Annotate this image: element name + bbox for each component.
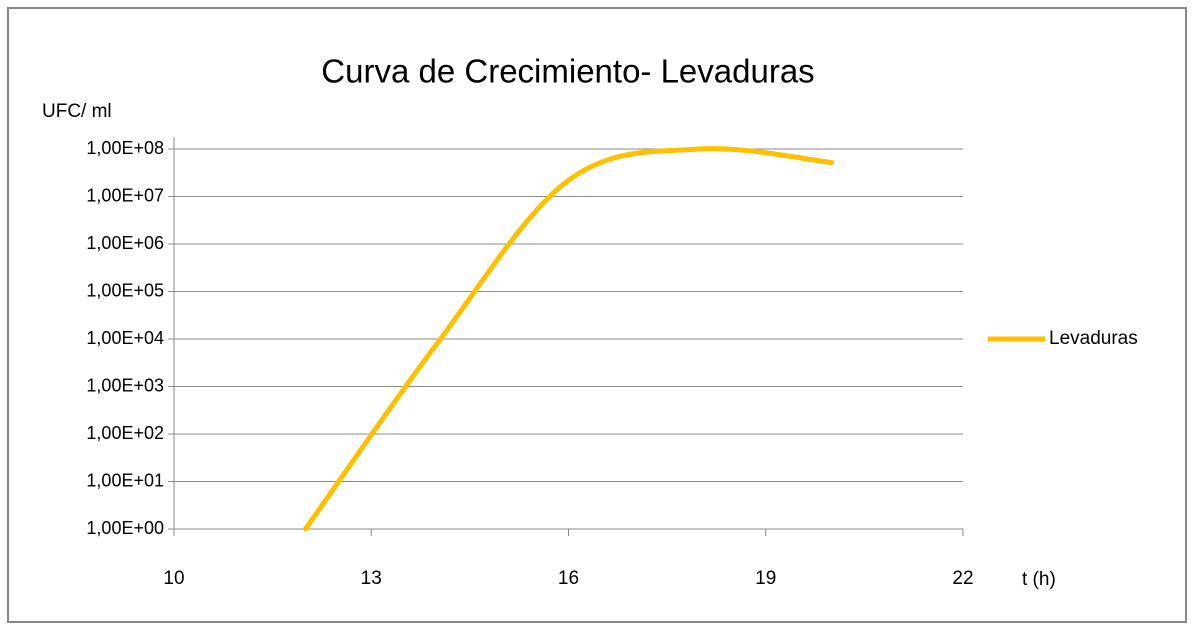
y-tick-label: 1,00E+06 [86, 233, 164, 253]
y-tick-label: 1,00E+02 [86, 423, 164, 443]
y-tick-label: 1,00E+08 [86, 138, 164, 158]
y-tick-label: 1,00E+04 [86, 328, 164, 348]
chart-frame [7, 7, 1187, 623]
chart-title: Curva de Crecimiento- Levaduras [321, 53, 814, 90]
y-axis-label: UFC/ ml [42, 101, 112, 122]
x-axis-label: t (h) [1022, 569, 1056, 590]
series-line [303, 146, 834, 532]
legend-label: Levaduras [1049, 328, 1138, 349]
x-tick-label: 10 [163, 568, 184, 589]
y-tick-label: 1,00E+07 [86, 185, 164, 205]
x-tick-label: 13 [361, 568, 382, 589]
y-tick-label: 1,00E+05 [86, 280, 164, 300]
x-tick-label: 19 [755, 568, 776, 589]
y-tick-label: 1,00E+00 [86, 518, 164, 538]
y-tick-label: 1,00E+03 [86, 375, 164, 395]
x-tick-label: 16 [558, 568, 579, 589]
x-tick-label: 22 [952, 568, 973, 589]
y-tick-label: 1,00E+01 [86, 470, 164, 490]
